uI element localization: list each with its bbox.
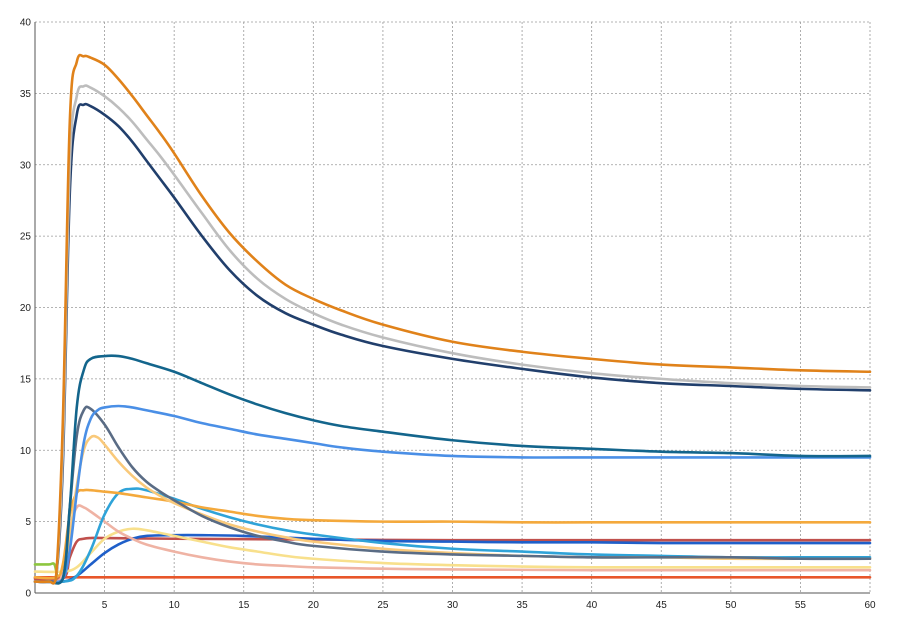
y-tick-label: 10 — [20, 446, 32, 457]
series-line-1 — [33, 53, 872, 585]
x-tick-label: 55 — [795, 600, 807, 611]
y-tick-label: 25 — [20, 232, 32, 243]
tick-labels: 0 5 10 15 20 25 30 35 40 5 10 15 20 25 30 35 40 45 50 55 60 — [20, 18, 876, 612]
y-tick-label: 0 — [25, 589, 31, 600]
x-tick-label: 35 — [517, 600, 529, 611]
series-group — [33, 53, 872, 585]
x-tick-label: 40 — [586, 600, 598, 611]
y-tick-label: 5 — [25, 517, 31, 528]
series-line-6 — [33, 405, 872, 585]
series-line-9 — [33, 487, 872, 584]
grid — [35, 21, 871, 593]
x-tick-label: 50 — [725, 600, 737, 611]
x-tick-label: 45 — [656, 600, 668, 611]
axes — [34, 22, 870, 594]
y-tick-label: 30 — [20, 160, 32, 171]
x-tick-label: 20 — [308, 600, 320, 611]
x-tick-label: 25 — [377, 600, 389, 611]
x-tick-label: 60 — [864, 600, 876, 611]
x-tick-label: 5 — [102, 600, 108, 611]
series-line-12 — [33, 533, 872, 584]
y-tick-label: 20 — [20, 303, 32, 314]
x-tick-label: 10 — [169, 600, 181, 611]
x-tick-label: 30 — [447, 600, 459, 611]
y-tick-label: 35 — [20, 89, 32, 100]
series-line-4 — [33, 354, 872, 585]
y-tick-label: 15 — [20, 374, 32, 385]
y-tick-label: 40 — [20, 18, 32, 29]
series-line-13 — [33, 536, 872, 582]
series-line-11 — [33, 527, 872, 574]
x-tick-label: 15 — [238, 600, 250, 611]
series-line-5 — [33, 404, 872, 584]
